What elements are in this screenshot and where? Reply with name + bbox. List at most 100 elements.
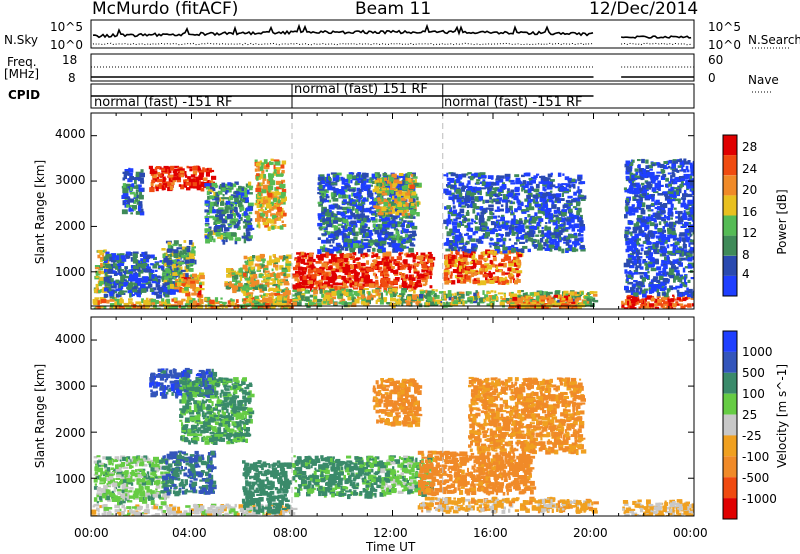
power-echo-cell — [102, 262, 107, 266]
power-echo-cell — [172, 305, 179, 309]
power-echo-cell — [494, 193, 500, 197]
power-echo-cell — [519, 182, 525, 187]
power-echo-cell — [185, 299, 190, 305]
power-echo-cell — [208, 306, 212, 309]
power-echo-cell — [410, 301, 413, 305]
power-echo-cell — [217, 227, 222, 232]
power-echo-cell — [548, 244, 555, 249]
power-echo-cell — [134, 292, 137, 295]
power-echo-cell — [281, 269, 288, 273]
power-echo-cell — [186, 165, 189, 169]
power-echo-cell — [366, 296, 372, 301]
power-echo-cell — [265, 297, 271, 302]
power-echo-cell — [230, 182, 233, 187]
power-echo-cell — [322, 221, 326, 226]
power-echo-cell — [391, 291, 397, 296]
power-echo-cell — [213, 201, 217, 206]
power-echo-cell — [317, 177, 324, 181]
power-echo-cell — [536, 173, 540, 176]
power-echo-cell — [513, 195, 519, 201]
power-echo-cell — [456, 187, 461, 190]
power-echo-cell — [464, 225, 468, 228]
power-echo-cell — [455, 217, 461, 220]
power-echo-cell — [325, 254, 329, 259]
power-echo-cell — [276, 278, 280, 282]
power-echo-cell — [452, 194, 458, 200]
power-echo-cell — [205, 171, 210, 177]
power-echo-cell — [447, 219, 452, 225]
power-echo-cell — [118, 263, 125, 266]
power-echo-cell — [138, 187, 141, 190]
power-echo-cell — [164, 299, 168, 304]
power-echo-cell — [133, 208, 136, 211]
power-echo-cell — [504, 279, 508, 284]
power-echo-cell — [114, 265, 120, 270]
power-echo-cell — [527, 197, 530, 202]
power-echo-cell — [247, 292, 254, 295]
power-echo-cell — [566, 203, 571, 208]
power-echo-cell — [559, 183, 563, 188]
power-echo-cell — [467, 185, 473, 190]
power-echo-cell — [144, 286, 151, 289]
power-echo-cell — [131, 205, 137, 209]
power-echo-cell — [228, 286, 231, 289]
power-echo-cell — [386, 180, 392, 184]
power-echo-cell — [470, 200, 475, 205]
power-echo-cell — [412, 290, 416, 294]
power-echo-cell — [324, 290, 329, 294]
power-echo-cell — [161, 168, 166, 172]
power-echo-cell — [112, 280, 118, 284]
power-echo-cell — [255, 255, 261, 261]
power-echo-cell — [416, 261, 423, 264]
power-echo-cell — [189, 257, 195, 260]
power-echo-cell — [197, 304, 204, 309]
power-echo-cell — [375, 173, 378, 177]
power-echo-cell — [567, 189, 571, 192]
power-echo-cell — [339, 252, 344, 257]
power-echo-cell — [235, 280, 241, 285]
power-echo-cell — [192, 298, 196, 302]
power-echo-cell — [272, 303, 277, 306]
power-echo-cell — [153, 300, 159, 304]
power-echo-cell — [127, 172, 133, 176]
power-echo-cell — [186, 248, 191, 253]
power-echo-cell — [500, 258, 506, 262]
power-echo-cell — [536, 248, 543, 251]
power-echo-cell — [370, 196, 374, 200]
power-echo-cell — [224, 283, 230, 287]
power-echo-cell — [428, 267, 434, 270]
power-echo-cell — [407, 189, 411, 194]
power-echo-cell — [255, 162, 260, 166]
power-echo-cell — [132, 259, 139, 264]
power-echo-cell — [361, 275, 365, 281]
power-echo-cell — [514, 242, 518, 245]
power-echo-cell — [470, 274, 475, 277]
power-echo-cell — [174, 301, 178, 304]
power-echo-cell — [517, 265, 520, 269]
power-echo-cell — [374, 267, 381, 270]
power-echo-cell — [221, 218, 227, 224]
power-echo-cell — [500, 296, 503, 300]
power-echo-cell — [396, 298, 401, 301]
power-echo-cell — [126, 286, 132, 290]
power-echo-cell — [139, 211, 145, 216]
power-echo-cell — [270, 219, 275, 224]
power-echo-cell — [346, 183, 350, 186]
power-echo-cell — [364, 187, 367, 191]
power-echo-cell — [451, 297, 454, 302]
power-echo-cell — [124, 196, 130, 200]
power-echo-cell — [347, 215, 353, 220]
power-echo-cell — [176, 173, 179, 176]
power-echo-cell — [313, 267, 316, 271]
power-echo-cell — [130, 269, 136, 272]
power-echo-cell — [231, 272, 236, 275]
power-echo-cell — [413, 263, 420, 266]
power-echo-cell — [510, 220, 516, 225]
power-echo-cell — [571, 247, 576, 253]
power-echo-cell — [415, 193, 418, 198]
power-echo-cell — [407, 220, 413, 223]
power-echo-cell — [464, 233, 468, 236]
power-echo-cell — [279, 183, 286, 188]
power-echo-cell — [385, 259, 388, 262]
power-echo-cell — [188, 166, 193, 169]
